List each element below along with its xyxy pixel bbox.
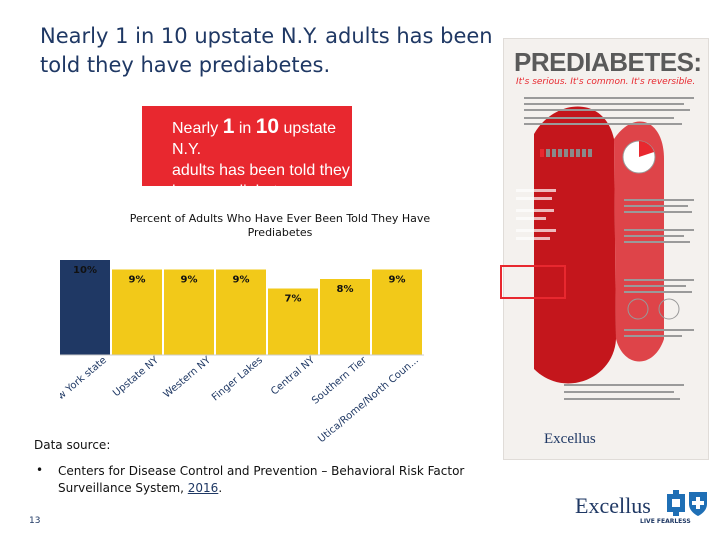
callout-line-1: Nearly 1 in 10 upstate N.Y. (172, 115, 337, 158)
source-year-link[interactable]: 2016 (187, 481, 219, 495)
blue-cross-blue-shield-icon (667, 490, 707, 516)
page-number: 13 (29, 516, 41, 526)
data-label-2: 9% (181, 275, 198, 286)
bar-6 (372, 269, 422, 355)
data-label-1: 9% (129, 275, 146, 286)
callout-line-2: adults has been told they (172, 162, 350, 179)
data-source-citation: Centers for Disease Control and Preventi… (58, 464, 465, 495)
bar-3 (216, 269, 266, 355)
callout-line-3: have prediabetes. (172, 183, 300, 200)
category-label-1: Upstate NY (111, 354, 161, 399)
category-label-6: Utica/Rome/North Coun... (316, 355, 421, 445)
category-label-4: Central NY (269, 354, 317, 397)
excellus-logo: Excellus (575, 493, 651, 518)
chart-title: Percent of Adults Who Have Ever Been Tol… (129, 212, 431, 239)
bar-5 (320, 279, 370, 355)
data-label-5: 8% (337, 284, 354, 295)
data-label-0: 10% (73, 265, 97, 276)
bar-0 (60, 260, 110, 355)
poster-title: PREDIABETES: (514, 47, 702, 77)
category-label-2: Western NY (162, 354, 214, 400)
data-label-4: 7% (285, 294, 302, 305)
poster-logo: Excellus (544, 431, 596, 447)
prediabetes-bar-chart: 10% New York state 9% Upstate NY 9% Western N… (60, 260, 424, 445)
data-label-3: 9% (233, 275, 250, 286)
bullet: • (36, 463, 44, 477)
category-label-3: Finger Lakes (210, 355, 265, 404)
data-source-label: Data source: (34, 438, 111, 452)
slide-title: Nearly 1 in 10 upstate N.Y. adults has b… (40, 24, 493, 77)
poster-tagline: It's serious. It's common. It's reversib… (516, 77, 696, 87)
category-label-0: New York state (60, 355, 109, 411)
poster-illustration (516, 97, 694, 400)
prediabetes-callout: Nearly 1 in 10 upstate N.Y. adults has b… (142, 106, 352, 200)
data-label-6: 9% (389, 275, 406, 286)
excellus-tagline: LIVE FEARLESS (640, 518, 691, 525)
bar-2 (164, 269, 214, 355)
poster-highlight-box (500, 265, 566, 299)
bar-4 (268, 288, 318, 355)
prediabetes-poster: PREDIABETES: It's serious. It's common. … (503, 38, 709, 460)
bar-1 (112, 269, 162, 355)
